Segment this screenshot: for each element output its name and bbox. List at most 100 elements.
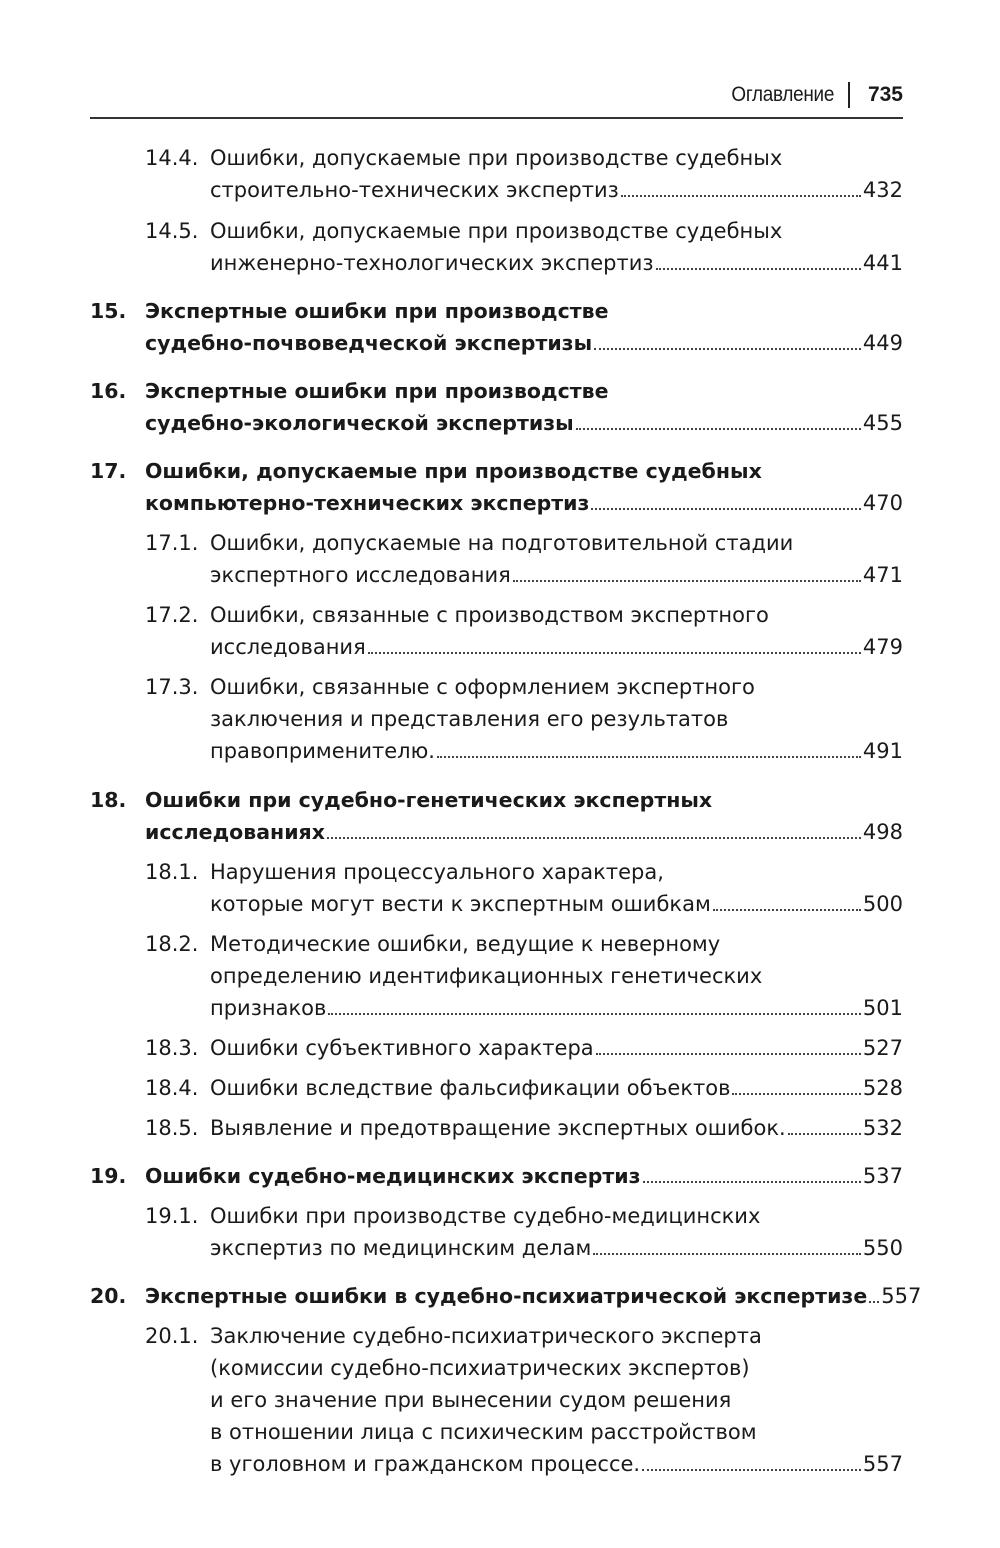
toc-entry-line: в отношении лица с психическим расстройс… [210,1417,757,1447]
dot-leader [712,909,861,911]
toc-entry-line: Ошибки судебно-медицинских экспертиз 537 [145,1161,903,1191]
toc-entry-line: определению идентификационных генетическ… [210,961,762,991]
toc-entry-text: в уголовном и гражданском процессе. [210,1452,641,1476]
toc-entry-line: заключения и представления его результат… [210,704,728,734]
toc-entry-text: которые могут вести к экспертным ошибкам [210,892,711,916]
toc-entry-text: Ошибки, допускаемые на подготовительной … [210,531,794,555]
dot-leader [328,1013,861,1015]
toc-entry-page: 491 [862,739,903,763]
toc-entry-number: 17.3. [145,675,199,699]
toc-entry-number: 18.5. [145,1116,199,1140]
toc-entry-text: исследованиях [145,820,325,844]
dot-leader [787,1133,861,1135]
toc-entry-text: Ошибки при судебно-генетических экспертн… [145,788,713,812]
toc-entry-text: Ошибки, допускаемые при производстве суд… [210,146,783,170]
toc-entry-text: правоприменителю. [210,739,435,763]
toc-entry-page: 537 [862,1164,903,1188]
running-header: Оглавление 735 [720,82,903,108]
toc-entry-number: 18. [90,788,127,812]
toc-entry-text: (комиссии судебно-психиатрических экспер… [210,1356,750,1380]
dot-leader [595,1053,861,1055]
header-rule [90,117,903,119]
toc-entry-number: 18.1. [145,860,199,884]
dot-leader [512,580,861,582]
toc-entry-page: 550 [862,1236,903,1260]
toc-entry-text: судебно-почвоведческой экспертизы [145,331,593,355]
toc-entry-line: признаков 501 [210,993,903,1023]
toc-entry-number: 19.1. [145,1204,199,1228]
toc-entry-text: строительно-технических экспертиз [210,178,619,202]
toc-entry-page: 498 [862,820,903,844]
toc-entry-line: правоприменителю. 491 [210,736,903,766]
toc-entry-page: 500 [862,892,903,916]
toc-entry-text: Методические ошибки, ведущие к неверному [210,932,721,956]
toc-entry-number: 17.2. [145,603,199,627]
toc-entry-line: экспертного исследования 471 [210,560,903,590]
toc-entry-line: Экспертные ошибки при производстве [145,376,608,406]
toc-entry-line: Ошибки, допускаемые при производстве суд… [145,456,762,486]
toc-entry-text: Выявление и предотвращение экспертных ош… [210,1116,786,1140]
toc-entry-text: Ошибки субъективного характера [210,1036,594,1060]
dot-leader [620,195,861,197]
dot-leader [642,1469,861,1471]
toc-entry-number: 14.5. [145,219,199,243]
toc-entry-text: компьютерно-технических экспертиз [145,491,590,515]
toc-entry-line: исследованиях 498 [145,817,903,847]
toc-entry-line: Ошибки, связанные с производством экспер… [210,600,769,630]
toc-entry-line: компьютерно-технических экспертиз 470 [145,488,903,518]
toc-entry-line: инженерно-технологических экспертиз 441 [210,248,903,278]
toc-entry-line: Заключение судебно-психиатрического эксп… [210,1321,762,1351]
toc-entry-line: Выявление и предотвращение экспертных ош… [210,1113,903,1143]
toc-entry-number: 20.1. [145,1324,199,1348]
toc-entry-text: Ошибки при производстве судебно-медицинс… [210,1204,761,1228]
toc-entry-text: определению идентификационных генетическ… [210,964,763,988]
toc-entry-page: 528 [862,1076,903,1100]
dot-leader [591,508,861,510]
toc-entry-number: 18.4. [145,1076,199,1100]
toc-entry-page: 557 [862,1452,903,1476]
toc-entry-text: Ошибки, связанные с производством экспер… [210,603,769,627]
toc-entry-number: 15. [90,299,127,323]
toc-entry-text: судебно-экологической экспертизы [145,411,574,435]
toc-entry-line: Экспертные ошибки при производстве [145,296,608,326]
toc-entry-number: 16. [90,379,127,403]
toc-entry-text: исследования [210,635,366,659]
toc-entry-page: 470 [862,491,903,515]
toc-entry-number: 19. [90,1164,127,1188]
toc-entry-line: Ошибки при судебно-генетических экспертн… [145,785,712,815]
toc-entry-number: 18.3. [145,1036,199,1060]
toc-entry-line: Ошибки, допускаемые при производстве суд… [210,143,782,173]
dot-leader [593,1253,861,1255]
dot-leader [367,652,861,654]
toc-entry-text: признаков [210,996,327,1020]
toc-entry-text: Ошибки, допускаемые при производстве суд… [145,459,762,483]
toc-entry-page: 501 [862,996,903,1020]
running-header-title: Оглавление [731,83,834,106]
toc-entry-line: Ошибки вследствие фальсификации объектов… [210,1073,903,1103]
toc-entry-line: Ошибки, допускаемые при производстве суд… [210,216,782,246]
toc-entry-text: заключения и представления его результат… [210,707,729,731]
toc-entry-line: строительно-технических экспертиз 432 [210,175,903,205]
toc-entry-line: судебно-экологической экспертизы 455 [145,408,903,438]
toc-entry-text: Экспертные ошибки при производстве [145,299,609,323]
toc-entry-text: Ошибки вследствие фальсификации объектов [210,1076,731,1100]
toc-entry-text: и его значение при вынесении судом решен… [210,1388,732,1412]
toc-entry-text: инженерно-технологических экспертиз [210,251,654,275]
toc-entry-text: Нарушения процессуального характера, [210,860,664,884]
toc-entry-page: 441 [862,251,903,275]
toc-entry-line: Ошибки, связанные с оформлением экспертн… [210,672,755,702]
toc-entry-text: экспертиз по медицинским делам [210,1236,592,1260]
toc-entry-number: 18.2. [145,932,199,956]
dot-leader [732,1093,861,1095]
toc-entry-page: 479 [862,635,903,659]
toc-entry-line: и его значение при вынесении судом решен… [210,1385,731,1415]
toc-entry-number: 17. [90,459,127,483]
dot-leader [655,268,861,270]
toc-entry-text: Ошибки судебно-медицинских экспертиз [145,1164,641,1188]
toc-entry-text: Экспертные ошибки в судебно-психиатричес… [145,1284,868,1308]
toc-entry-line: Экспертные ошибки в судебно-психиатричес… [145,1281,921,1311]
toc-entry-page: 557 [881,1284,922,1308]
toc-entry-number: 20. [90,1284,127,1308]
dot-leader [642,1181,861,1183]
toc-entry-page: 532 [862,1116,903,1140]
